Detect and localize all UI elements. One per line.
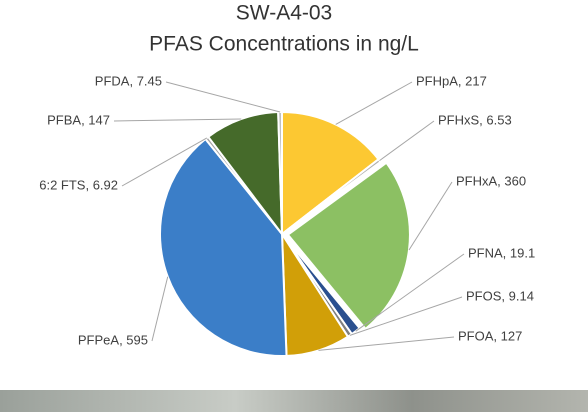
chart: SW-A4-03 PFAS Concentrations in ng/L PFH…	[0, 0, 588, 412]
data-label: PFOS, 9.14	[466, 288, 534, 303]
data-label: PFPeA, 595	[78, 332, 148, 347]
data-label: PFHxA, 360	[456, 173, 526, 188]
data-label: PFHxS, 6.53	[438, 112, 512, 127]
photo-strip	[0, 390, 588, 412]
data-label: PFHpA, 217	[416, 73, 487, 88]
chart-subtitle: PFAS Concentrations in ng/L	[149, 33, 419, 56]
data-label: PFDA, 7.45	[95, 73, 162, 88]
data-label: PFNA, 19.1	[468, 245, 535, 260]
data-label: 6:2 FTS, 6.92	[39, 177, 118, 192]
chart-title: SW-A4-03	[236, 2, 332, 25]
data-label: PFBA, 147	[47, 112, 110, 127]
data-label: PFOA, 127	[458, 328, 522, 343]
